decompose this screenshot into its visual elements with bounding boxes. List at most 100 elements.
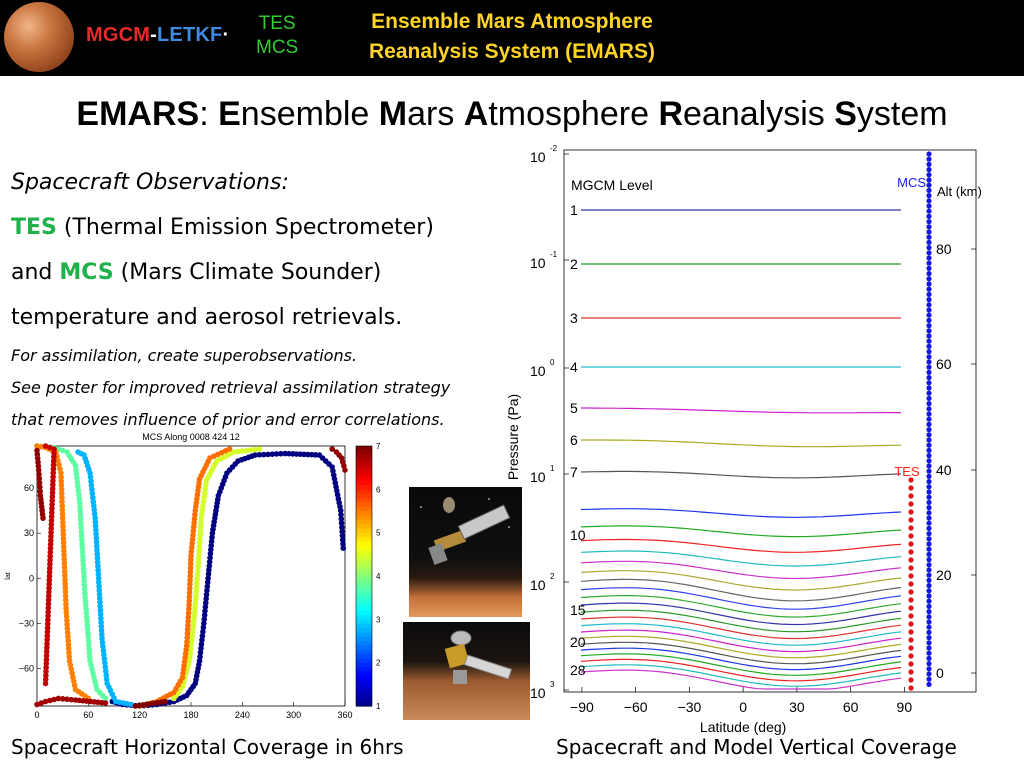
brand-letkf: LETKF [157,24,223,46]
mcs-profile-point [926,557,932,563]
mcs-obs-point [64,696,70,703]
mcs-obs-point [62,597,69,603]
mcs-obs-point [46,585,52,591]
mcs-obs-point [46,581,52,587]
mcs-obs-point [68,696,75,703]
mcs-obs-point [49,485,56,492]
note-poster: See poster for improved retrieval assimi… [11,378,451,397]
mcs-obs-point [43,648,50,655]
mcs-obs-point [49,489,56,496]
mcs-obs-point [44,621,51,627]
tes-profile-point [908,637,914,643]
colorbar-segment [356,684,372,690]
colorbar-frame [355,445,373,707]
tes-profile-point [908,541,914,547]
level-label: 1 [570,202,578,218]
mcs-profile-point [926,603,932,609]
mcs-profile-point [926,312,932,318]
mcs-obs-point [187,565,194,571]
mcs-obs-point [102,700,109,706]
mcs-obs-point [62,572,68,579]
tes-profile-point [908,509,914,515]
mcs-obs-point [200,628,206,635]
mcs-profile-point [926,515,932,521]
y-tick-label: 30 [24,528,34,538]
mcs-profile-point [926,640,932,646]
mcs-obs-point [58,470,64,476]
mcs-profile-point [926,354,932,360]
title-acronym: EMARS [76,95,200,133]
mcs-obs-point [61,564,68,571]
mcs-obs-point [84,622,91,628]
mcs-obs-point [63,605,69,612]
mcs-obs-point [93,531,99,537]
colorbar-segment [356,584,372,590]
mcs-obs-point [90,494,96,501]
mcs-obs-point [197,523,204,530]
tes-profile-point [908,605,914,611]
mcs-obs-point [100,647,107,654]
model-level-line [580,641,902,665]
note-correlations: that removes influence of prior and erro… [11,410,445,429]
mcs-profile-point [926,551,932,557]
mcs-obs-point [79,549,86,556]
mcs-obs-point [36,480,43,486]
mcs-obs-point [102,664,109,670]
x-tick-label: 30 [789,699,805,715]
mcs-obs-point [46,577,53,583]
mcs-obs-point [66,650,72,656]
mcs-profile-point [926,463,932,469]
mcs-obs-point [46,569,53,575]
colorbar-tick-label: 3 [376,615,381,624]
mcs-obs-point [199,511,205,517]
colorbar-segment [356,602,372,607]
mcs-obs-point [340,545,347,551]
mcs-obs-point [188,552,194,559]
mcs-profile-point [926,676,932,682]
colorbar-segment [356,476,372,482]
mcs-profile-point [926,447,932,453]
mcs-obs-point [200,498,207,505]
mcs-obs-point [96,595,103,602]
mcs-obs-point [90,503,97,509]
colorbar-segment [356,463,372,469]
colorbar-segment [356,628,372,633]
model-level-line [581,439,902,448]
mcs-obs-point [47,561,53,568]
mcs-obs-point [55,457,61,464]
mcs-profile-point [926,193,932,199]
colorbar-segment [356,658,372,664]
mcs-obs-point [201,490,208,496]
mcs-obs-point [47,541,54,548]
mcs-obs-point [202,600,209,606]
mcs-obs-point [194,576,201,582]
mcs-obs-point [209,534,215,541]
mcs-obs-point [189,536,196,543]
mcs-obs-point [45,617,51,623]
mcs-obs-point [93,535,100,541]
mcs-obs-point [51,696,57,703]
mcs-obs-point [235,448,241,455]
x-tick-label: 0 [34,710,39,718]
mcs-profile-point [926,624,932,630]
mcs-profile-point [926,442,932,448]
mcs-obs-point [204,579,211,586]
banner-title: Ensemble Mars Atmosphere Reanalysis Syst… [334,7,690,67]
mcs-obs-point [61,568,68,575]
x-tick-label: 60 [843,699,859,715]
y-tick-label: 60 [24,483,34,493]
tes-acronym: TES [11,215,57,240]
mcs-profile-point [926,203,932,209]
alt-tick-label: 80 [936,241,952,257]
title-initial-e: E [218,95,241,133]
mcs-profile-point [926,213,932,219]
mcs-obs-point [198,515,205,521]
colorbar-segment [356,697,372,703]
mcs-obs-point [85,638,92,644]
mcs-obs-point [205,571,212,577]
colorbar-segment [356,632,372,638]
mcs-obs-point [42,443,49,449]
mcs-obs-point [243,447,250,454]
mcs-obs-point [192,600,199,607]
colorbar-tick-label: 4 [376,572,381,581]
